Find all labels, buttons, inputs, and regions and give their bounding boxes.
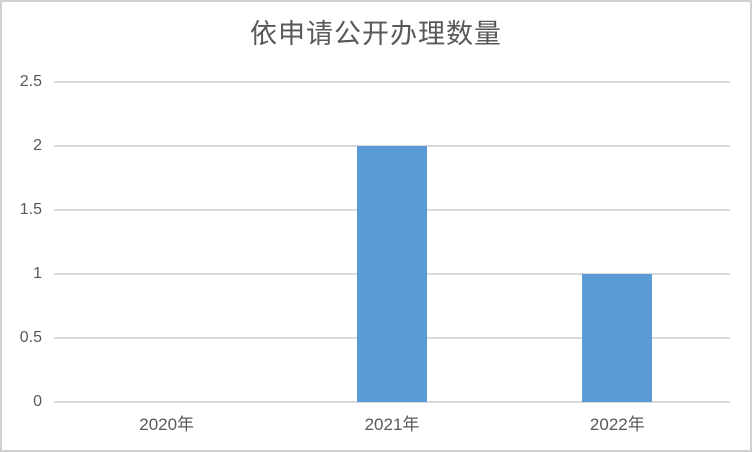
x-axis-category-label: 2022年 — [589, 415, 645, 434]
gridline — [54, 401, 730, 403]
x-axis-category-label: 2020年 — [139, 415, 195, 434]
y-axis-tick-label: 2 — [33, 137, 42, 154]
bar — [582, 274, 653, 402]
y-axis-tick-label: 1 — [33, 265, 42, 282]
bar — [357, 146, 427, 402]
y-axis-tick-label: 1.5 — [19, 201, 42, 218]
chart-title: 依申请公开办理数量 — [250, 19, 502, 49]
y-axis-tick-label: 2.5 — [19, 73, 42, 90]
y-axis-tick-label: 0.5 — [19, 329, 42, 346]
x-axis-category-label: 2021年 — [364, 415, 420, 434]
y-axis-tick-label: 0 — [33, 393, 42, 410]
gridline — [54, 81, 730, 83]
